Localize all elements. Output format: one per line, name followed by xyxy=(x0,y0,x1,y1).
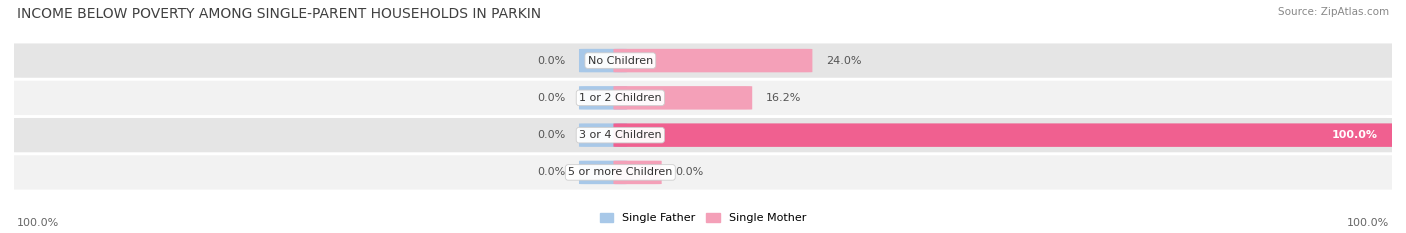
FancyBboxPatch shape xyxy=(0,43,1406,78)
Text: 24.0%: 24.0% xyxy=(827,56,862,65)
Text: 3 or 4 Children: 3 or 4 Children xyxy=(579,130,662,140)
Text: 0.0%: 0.0% xyxy=(537,130,565,140)
Text: 0.0%: 0.0% xyxy=(537,168,565,177)
FancyBboxPatch shape xyxy=(613,49,813,72)
FancyBboxPatch shape xyxy=(0,81,1406,115)
FancyBboxPatch shape xyxy=(613,86,752,110)
Legend: Single Father, Single Mother: Single Father, Single Mother xyxy=(596,208,810,227)
Text: 0.0%: 0.0% xyxy=(675,168,703,177)
FancyBboxPatch shape xyxy=(613,161,662,184)
Text: 1 or 2 Children: 1 or 2 Children xyxy=(579,93,662,103)
Text: No Children: No Children xyxy=(588,56,652,65)
Text: Source: ZipAtlas.com: Source: ZipAtlas.com xyxy=(1278,7,1389,17)
Text: 100.0%: 100.0% xyxy=(17,218,59,228)
Text: 0.0%: 0.0% xyxy=(537,93,565,103)
FancyBboxPatch shape xyxy=(579,123,627,147)
Text: 5 or more Children: 5 or more Children xyxy=(568,168,672,177)
FancyBboxPatch shape xyxy=(579,86,627,110)
FancyBboxPatch shape xyxy=(613,123,1399,147)
Text: 16.2%: 16.2% xyxy=(766,93,801,103)
FancyBboxPatch shape xyxy=(0,118,1406,152)
Text: 100.0%: 100.0% xyxy=(1331,130,1378,140)
Text: 0.0%: 0.0% xyxy=(537,56,565,65)
Text: 100.0%: 100.0% xyxy=(1347,218,1389,228)
FancyBboxPatch shape xyxy=(579,49,627,72)
FancyBboxPatch shape xyxy=(0,155,1406,190)
FancyBboxPatch shape xyxy=(579,161,627,184)
Text: INCOME BELOW POVERTY AMONG SINGLE-PARENT HOUSEHOLDS IN PARKIN: INCOME BELOW POVERTY AMONG SINGLE-PARENT… xyxy=(17,7,541,21)
